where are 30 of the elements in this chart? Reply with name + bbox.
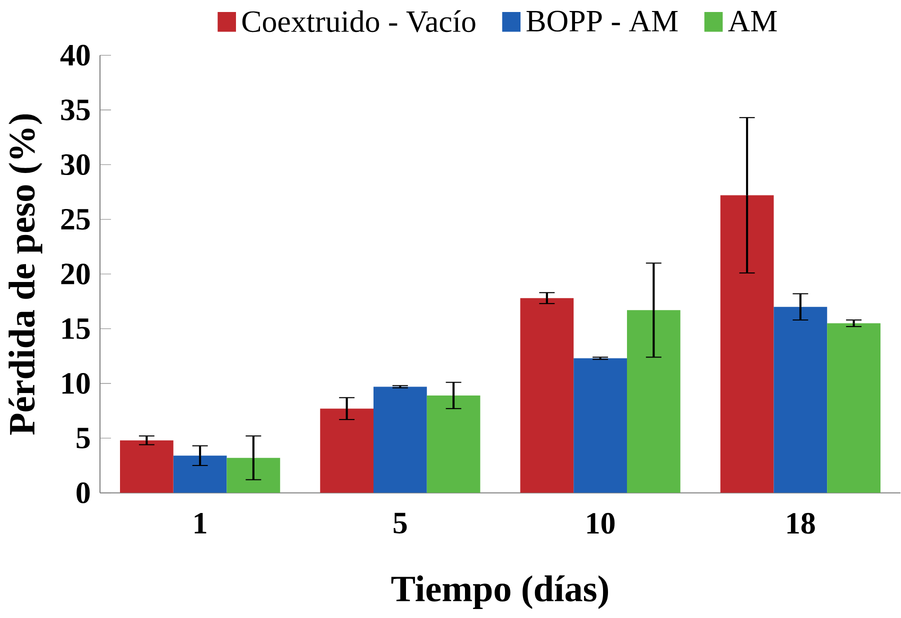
bar	[520, 298, 574, 494]
bar	[626, 310, 680, 494]
bar	[774, 307, 828, 494]
x-tick-label: 5	[394, 513, 407, 534]
legend-label: AM	[728, 11, 777, 32]
y-tick-label: 5	[76, 428, 90, 449]
x-tick-label: 18	[787, 513, 815, 534]
x-tick-label: 10	[587, 513, 615, 534]
y-tick-label: 35	[61, 100, 90, 120]
bar	[373, 386, 427, 494]
bar	[320, 408, 374, 494]
bar	[574, 358, 627, 494]
y-tick-label: 0	[76, 482, 90, 504]
legend-label: BOPP - AM	[526, 10, 678, 32]
x-axis-title: Tiempo (días)	[391, 576, 608, 610]
y-tick-label: 30	[61, 154, 90, 176]
bar	[720, 195, 774, 494]
y-tick-label: 15	[62, 318, 90, 340]
y-tick-label: 20	[61, 264, 90, 285]
bar	[173, 456, 227, 494]
bar	[226, 458, 280, 494]
y-tick-label: 25	[61, 209, 90, 230]
bar	[120, 440, 174, 494]
bar	[426, 396, 480, 494]
bar	[827, 323, 880, 494]
y-tick-label: 40	[60, 44, 90, 66]
y-tick-label: 10	[62, 373, 90, 394]
legend-label: Coextruido - Vacío	[242, 10, 476, 32]
y-axis-title: Pérdida de peso (%)	[8, 114, 42, 435]
x-tick-label: 1	[194, 513, 206, 534]
